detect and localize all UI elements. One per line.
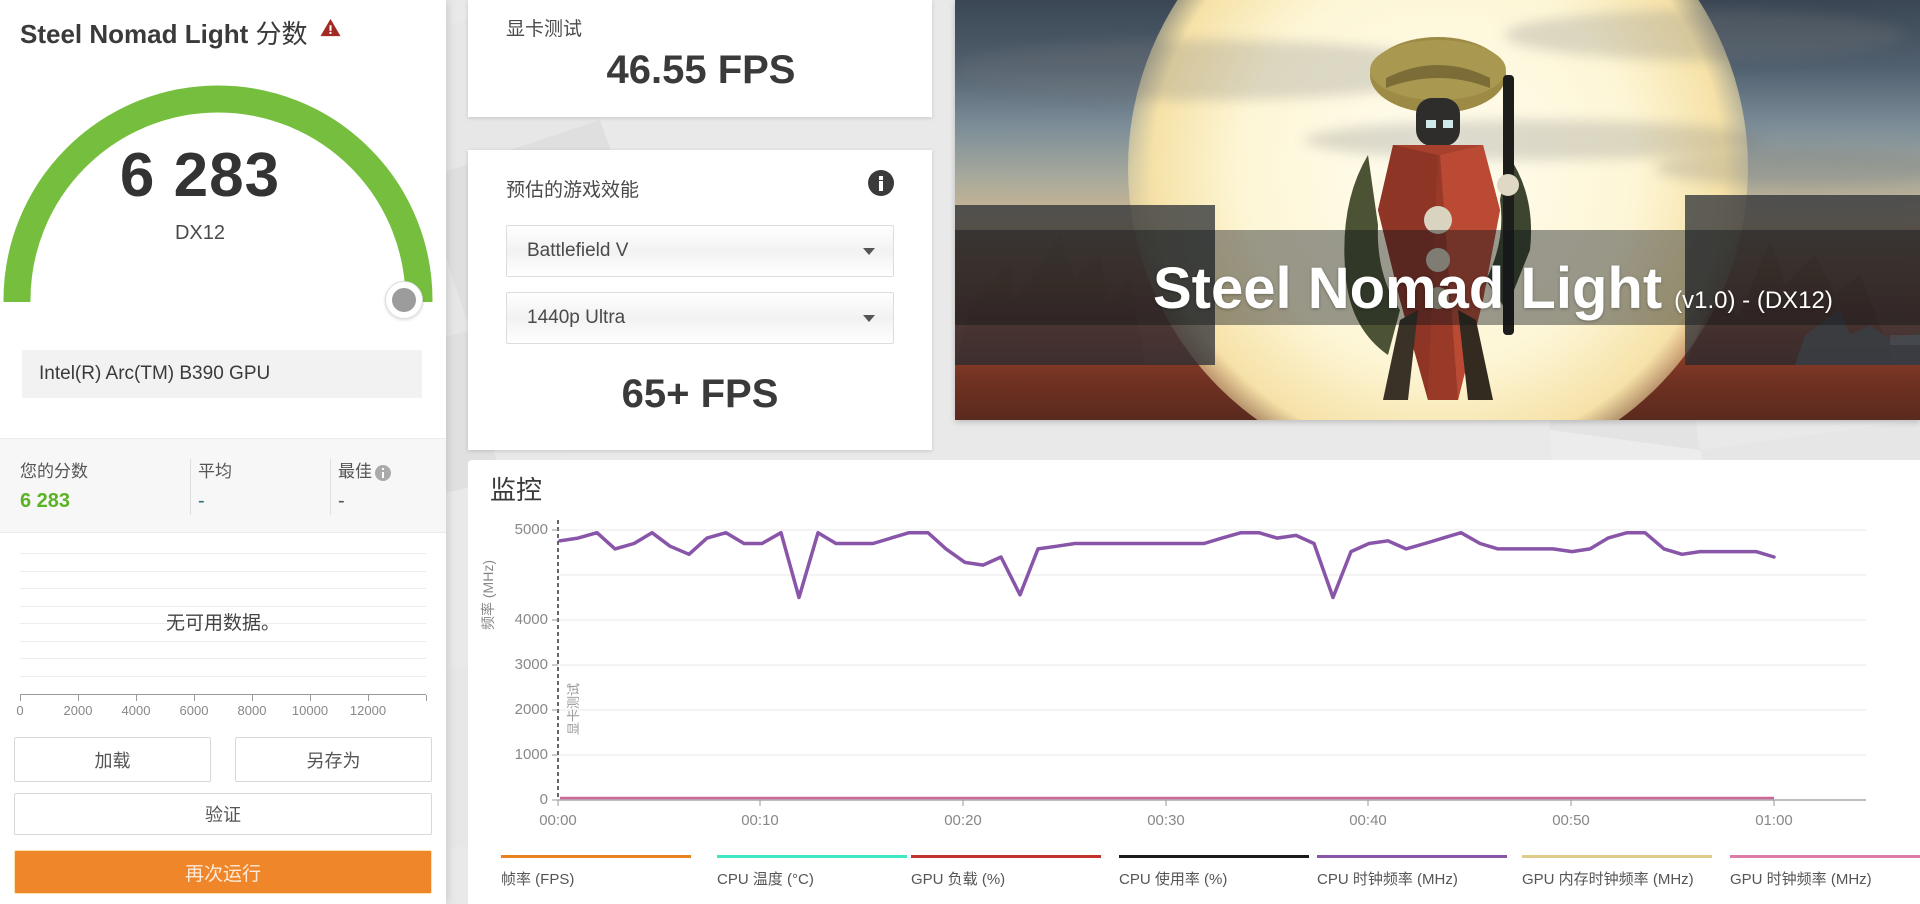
svg-text:00:00: 00:00 <box>539 812 577 829</box>
svg-text:00:30: 00:30 <box>1147 812 1185 829</box>
svg-text:00:10: 00:10 <box>741 812 779 829</box>
svg-text:00:20: 00:20 <box>944 812 982 829</box>
svg-text:01:00: 01:00 <box>1755 812 1793 829</box>
svg-text:0: 0 <box>540 791 548 808</box>
svg-text:1000: 1000 <box>515 746 548 763</box>
svg-text:5000: 5000 <box>515 521 548 538</box>
svg-text:3000: 3000 <box>515 656 548 673</box>
svg-text:00:50: 00:50 <box>1552 812 1590 829</box>
svg-text:4000: 4000 <box>515 611 548 628</box>
svg-text:00:40: 00:40 <box>1349 812 1387 829</box>
svg-text:2000: 2000 <box>515 701 548 718</box>
